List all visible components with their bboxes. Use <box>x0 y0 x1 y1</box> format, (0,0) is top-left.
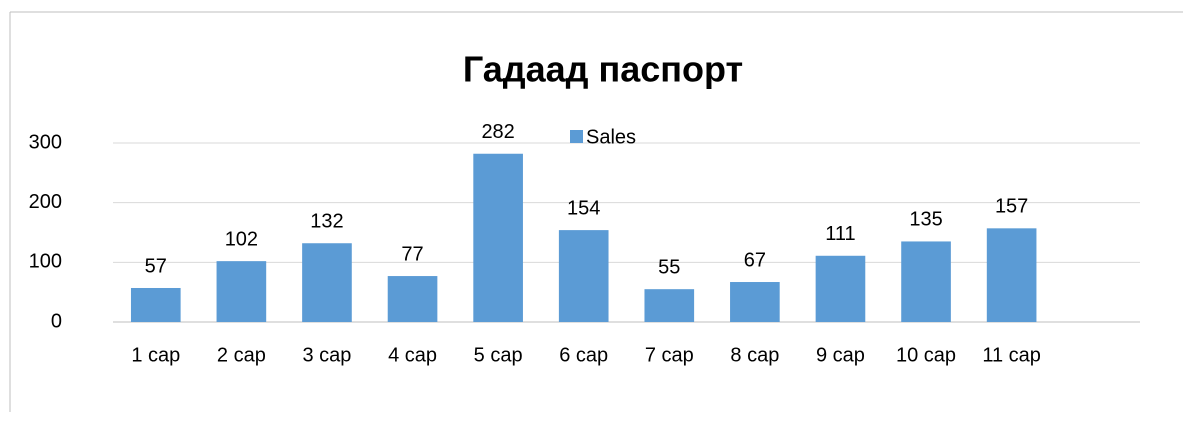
bar <box>986 228 1037 322</box>
bar <box>558 230 609 322</box>
data-label: 57 <box>145 255 167 277</box>
data-label: 154 <box>567 197 600 219</box>
legend-swatch <box>570 130 583 143</box>
y-tick-label: 100 <box>29 251 62 273</box>
bar <box>901 241 951 322</box>
x-tick-label: 3 сар <box>302 344 351 366</box>
bar <box>216 261 267 322</box>
y-tick-label: 300 <box>29 131 62 153</box>
x-tick-label: 5 сар <box>474 344 523 366</box>
data-label: 132 <box>310 211 343 233</box>
x-tick-label: 4 сар <box>388 344 437 366</box>
bar <box>130 287 181 322</box>
x-tick-label: 1 сар <box>131 344 180 366</box>
x-tick-label: 10 сар <box>896 344 956 366</box>
data-label: 77 <box>401 243 423 265</box>
legend-label: Sales <box>586 126 636 148</box>
bar <box>644 289 695 322</box>
x-tick-label: 8 сар <box>730 344 779 366</box>
data-label: 282 <box>481 121 514 143</box>
y-tick-label: 200 <box>29 191 62 213</box>
data-label: 67 <box>744 249 766 271</box>
data-label: 111 <box>825 223 855 245</box>
x-tick-label: 7 сар <box>645 344 694 366</box>
x-tick-label: 9 сар <box>816 344 865 366</box>
bar <box>302 243 352 322</box>
chart-title: Гадаад паспорт <box>463 49 743 90</box>
bar <box>730 282 780 322</box>
data-label: 157 <box>995 196 1028 218</box>
data-label: 55 <box>658 256 680 278</box>
x-tick-label: 11 сар <box>982 344 1041 366</box>
x-tick-label: 2 сар <box>217 344 266 366</box>
y-tick-label: 0 <box>51 310 62 332</box>
bar <box>815 255 866 322</box>
x-tick-label: 6 сар <box>559 344 608 366</box>
bar <box>387 276 438 322</box>
data-label: 135 <box>909 209 942 231</box>
bar <box>473 153 523 322</box>
data-label: 102 <box>225 228 258 250</box>
